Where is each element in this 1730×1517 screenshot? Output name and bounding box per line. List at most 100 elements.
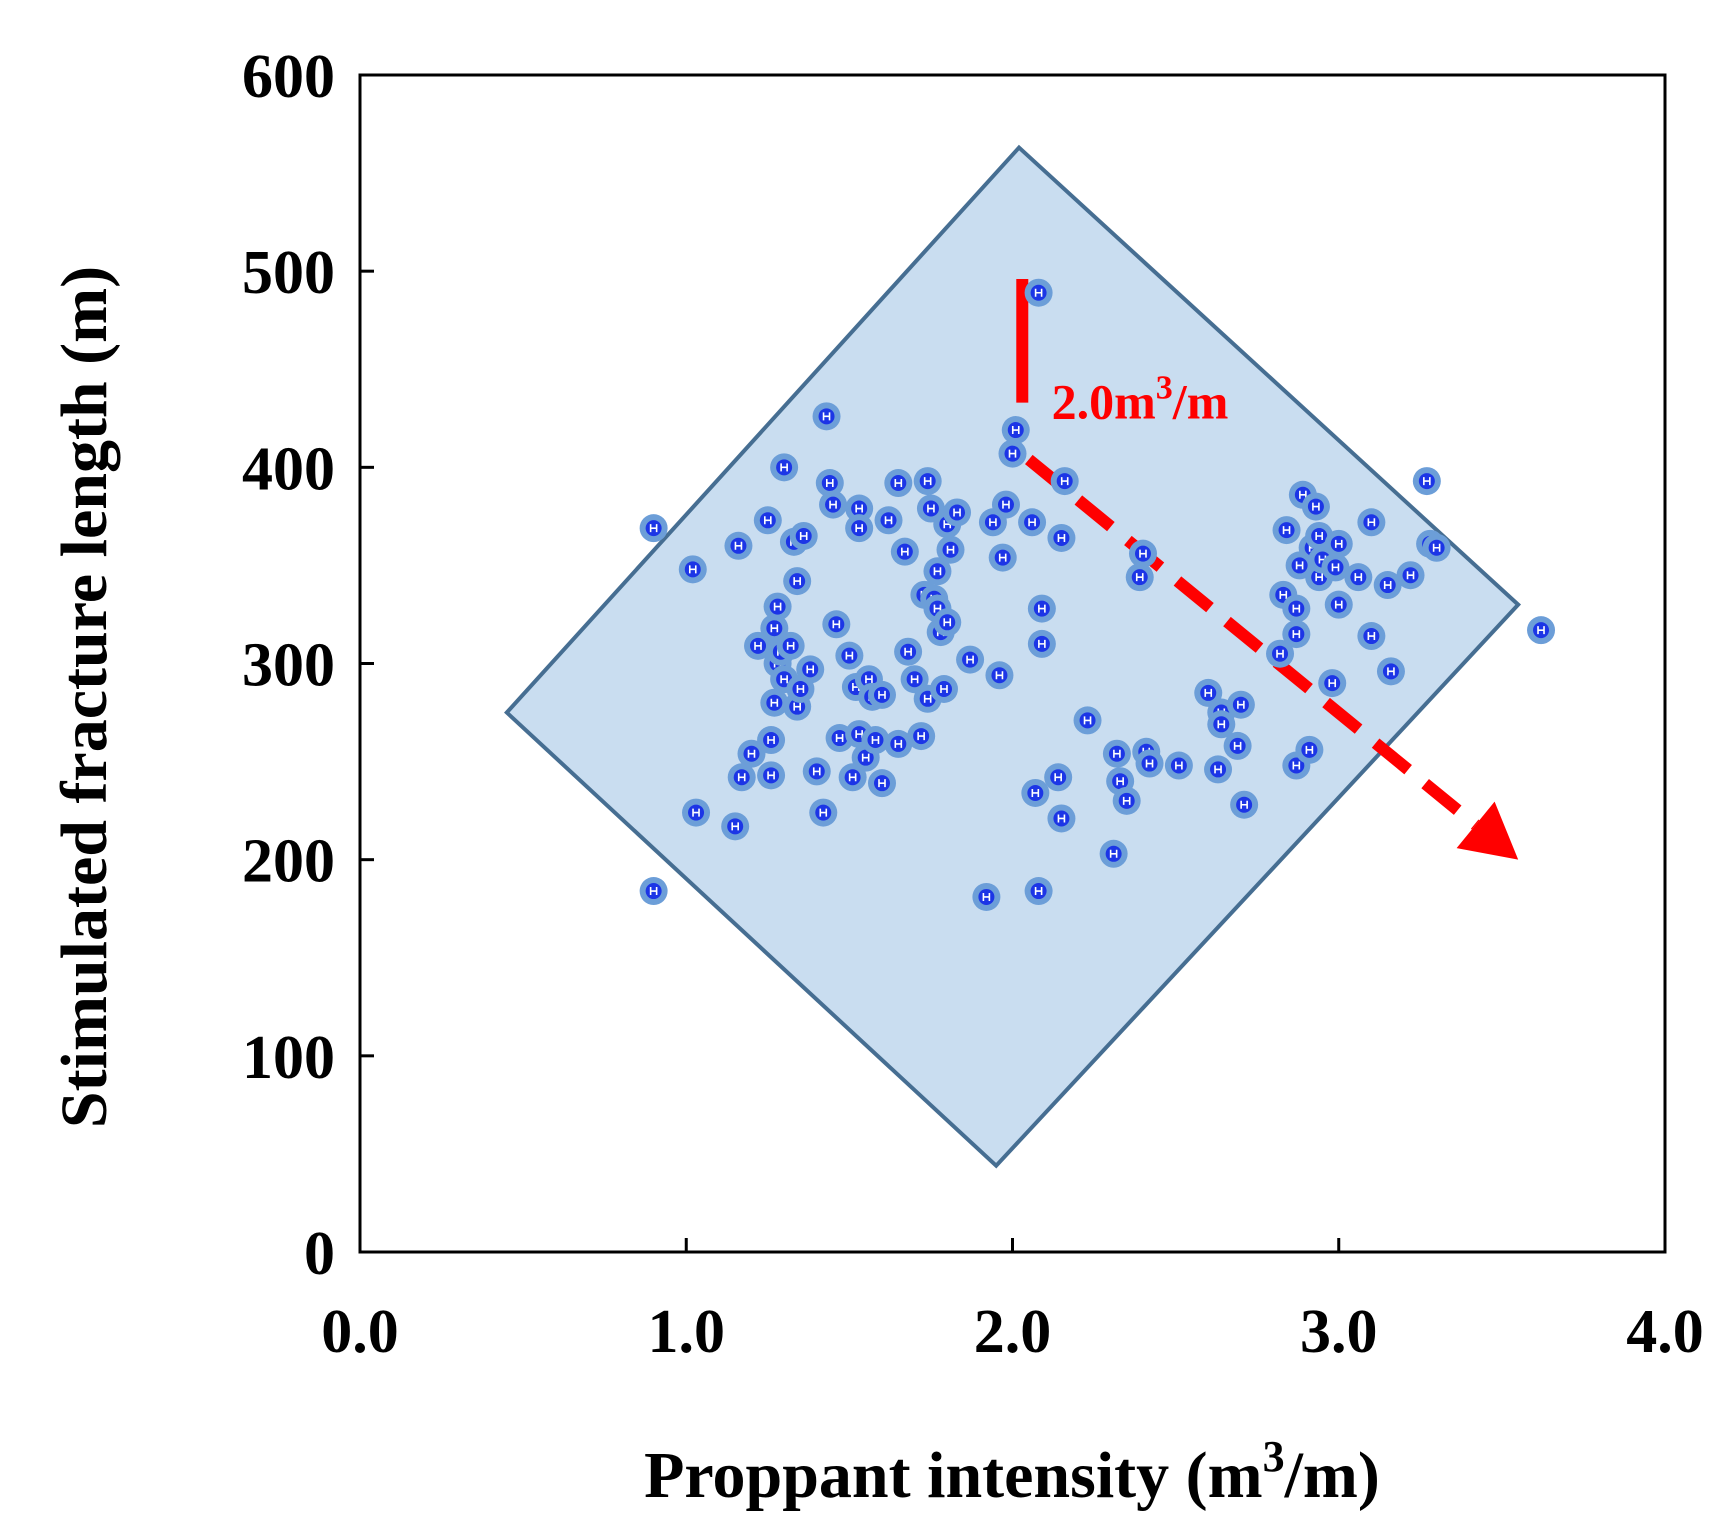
- data-point: [1102, 739, 1131, 768]
- data-point: [760, 614, 789, 643]
- data-point: [1295, 735, 1324, 764]
- data-point-glyph: [835, 734, 844, 743]
- x-tick-label: 1.0: [648, 1298, 726, 1366]
- data-point: [1396, 561, 1425, 590]
- data-point: [757, 761, 786, 790]
- data-point: [1301, 492, 1330, 521]
- data-point-glyph: [1034, 288, 1043, 297]
- data-point-glyph: [1034, 887, 1043, 896]
- data-point-glyph: [793, 702, 801, 711]
- data-point-glyph: [1423, 477, 1431, 486]
- data-point-glyph: [1240, 800, 1248, 809]
- data-point: [936, 535, 965, 564]
- data-point: [845, 494, 874, 523]
- data-point-glyph: [1054, 773, 1062, 782]
- data-point-glyph: [829, 500, 837, 509]
- data-point-glyph: [754, 641, 762, 650]
- data-point: [760, 688, 789, 717]
- data-point-glyph: [1002, 500, 1010, 509]
- data-point: [1001, 416, 1030, 445]
- data-point: [933, 608, 962, 637]
- data-point: [868, 680, 896, 709]
- x-tick-label: 2.0: [974, 1298, 1052, 1366]
- data-point: [1027, 594, 1056, 623]
- data-point-glyph: [1354, 573, 1363, 582]
- data-point: [1135, 749, 1164, 778]
- data-point: [1099, 839, 1128, 868]
- highlight-region: [504, 144, 1522, 1169]
- data-point: [744, 631, 773, 660]
- data-point: [796, 655, 825, 684]
- data-point-glyph: [1312, 502, 1320, 511]
- data-point: [1018, 508, 1047, 537]
- data-point-glyph: [1135, 573, 1144, 582]
- data-point-glyph: [943, 618, 952, 627]
- data-point-glyph: [878, 779, 886, 788]
- x-axis-label-tail: /m): [1284, 1439, 1380, 1512]
- data-point: [1112, 786, 1141, 815]
- data-point-glyph: [1334, 539, 1343, 548]
- data-point: [1357, 622, 1386, 651]
- annotation-label-main: 2.0m: [1052, 373, 1156, 429]
- data-point-glyph: [923, 694, 932, 703]
- data-point-glyph: [1432, 543, 1441, 552]
- data-point: [956, 645, 985, 674]
- data-point: [1223, 731, 1252, 760]
- data-point: [890, 537, 919, 566]
- data-point-glyph: [982, 892, 991, 901]
- data-point: [1357, 508, 1386, 537]
- data-point-glyph: [848, 773, 857, 782]
- data-point: [991, 490, 1020, 519]
- data-point: [1422, 533, 1451, 562]
- data-point-glyph: [796, 685, 805, 694]
- data-point: [861, 726, 890, 755]
- data-point-glyph: [812, 767, 821, 776]
- data-point-glyph: [1367, 518, 1376, 527]
- data-point-glyph: [1315, 573, 1323, 582]
- data-point-glyph: [1328, 679, 1337, 688]
- annotation-trend-arrow-shaft: [1025, 454, 1480, 830]
- data-point-glyph: [1214, 765, 1222, 774]
- data-point-glyph: [927, 504, 935, 513]
- data-point-glyph: [845, 651, 854, 660]
- data-point: [1324, 590, 1353, 619]
- data-point-glyph: [806, 665, 815, 674]
- data-point-glyph: [1279, 590, 1288, 599]
- data-point-glyph: [1031, 788, 1040, 797]
- data-point: [1527, 616, 1556, 645]
- data-point: [822, 610, 851, 639]
- data-point-glyph: [1008, 449, 1017, 458]
- data-point: [943, 498, 972, 527]
- data-point: [815, 469, 844, 498]
- data-point-glyph: [917, 732, 925, 741]
- data-point: [907, 722, 936, 751]
- data-point: [1047, 804, 1076, 833]
- data-point-glyph: [1292, 761, 1301, 770]
- y-tick-label: 200: [242, 828, 335, 896]
- data-point: [1226, 690, 1255, 719]
- data-point: [868, 769, 896, 798]
- data-point: [770, 453, 799, 482]
- annotation-label-sup: 3: [1156, 369, 1173, 406]
- y-tick-label: 500: [242, 239, 335, 307]
- data-point-glyph: [747, 749, 756, 758]
- data-point: [783, 567, 812, 596]
- data-point: [985, 661, 1014, 690]
- data-point: [678, 555, 707, 584]
- data-point-glyph: [1292, 604, 1301, 613]
- data-point: [1047, 523, 1076, 552]
- data-point: [845, 514, 874, 543]
- data-point-glyph: [1367, 632, 1376, 641]
- data-point-glyph: [884, 516, 893, 525]
- data-point: [763, 592, 792, 621]
- data-point-glyph: [819, 808, 828, 817]
- data-point-glyph: [770, 624, 779, 633]
- data-point-glyph: [1145, 759, 1154, 768]
- data-point: [1282, 620, 1311, 649]
- y-axis-label: Stimulated fracture length (m): [48, 266, 121, 1128]
- data-point-glyph: [1060, 477, 1069, 486]
- data-point-glyph: [737, 773, 746, 782]
- data-point-glyph: [1331, 563, 1340, 572]
- data-point-glyph: [832, 620, 841, 629]
- data-point: [913, 467, 942, 496]
